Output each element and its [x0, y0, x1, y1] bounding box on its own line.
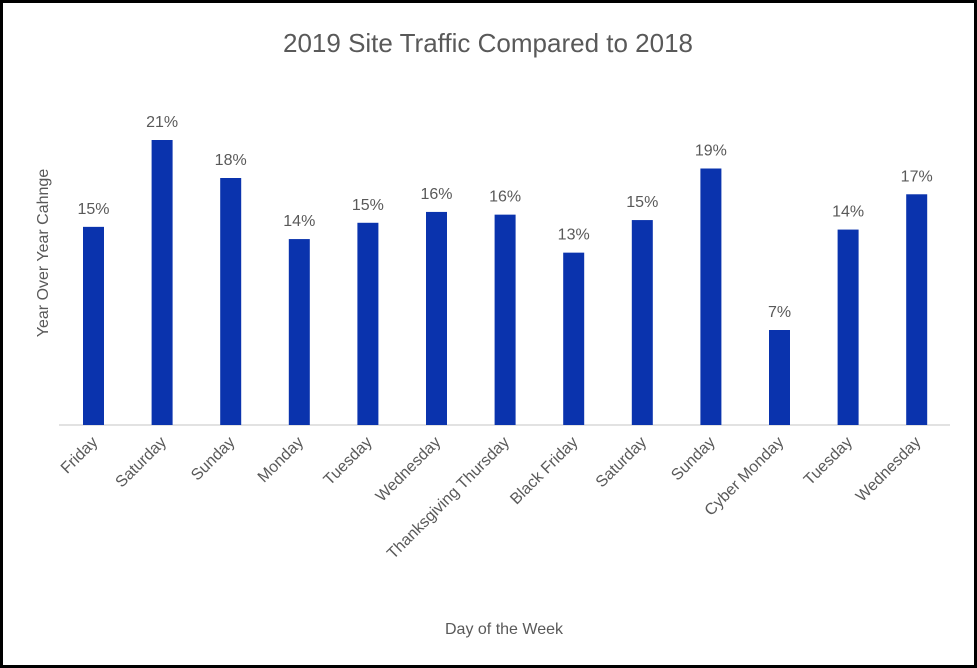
bar: [220, 178, 242, 425]
data-label: 19%: [695, 143, 727, 160]
data-label: 15%: [352, 197, 384, 214]
data-label: 16%: [489, 189, 521, 206]
bar: [426, 211, 447, 425]
bar: [288, 239, 310, 425]
x-tick-label: Sunday: [668, 434, 718, 484]
chart-title: 2019 Site Traffic Compared to 2018: [283, 28, 693, 58]
x-tick-label: Black Friday: [507, 434, 581, 508]
bar: [357, 222, 379, 425]
data-label: 21%: [146, 114, 178, 131]
bar: [563, 252, 585, 425]
x-tick-label: Friday: [58, 434, 101, 477]
x-axis-label: Day of the Week: [445, 621, 564, 638]
bar: [700, 168, 722, 425]
bar: [151, 140, 173, 425]
x-tick-label: Wednesday: [853, 434, 925, 506]
x-tick-label: Thanksgiving Thursday: [384, 434, 513, 563]
data-label: 14%: [283, 213, 315, 230]
y-axis-label: Year Over Year Cahnge: [35, 169, 52, 338]
bar: [494, 214, 516, 425]
data-label: 15%: [626, 194, 658, 211]
data-label: 17%: [901, 168, 933, 185]
data-label: 16%: [420, 186, 452, 203]
x-tick-label: Sunday: [188, 434, 238, 484]
x-tick-label: Saturday: [113, 434, 170, 491]
bar: [837, 229, 859, 425]
x-tick-label: Tuesday: [801, 434, 856, 489]
data-label: 13%: [558, 227, 590, 244]
x-tick-label: Tuesday: [321, 434, 376, 489]
data-label: 18%: [215, 152, 247, 169]
bar: [631, 220, 653, 425]
bar: [83, 226, 104, 425]
bar: [906, 194, 928, 425]
data-label: 15%: [77, 201, 109, 218]
x-tick-label: Wednesday: [373, 434, 445, 506]
x-tick-label: Monday: [255, 434, 307, 486]
data-label: 14%: [832, 204, 864, 221]
x-tick-label: Saturday: [593, 434, 650, 491]
bar: [769, 330, 790, 425]
data-label: 7%: [768, 304, 791, 321]
